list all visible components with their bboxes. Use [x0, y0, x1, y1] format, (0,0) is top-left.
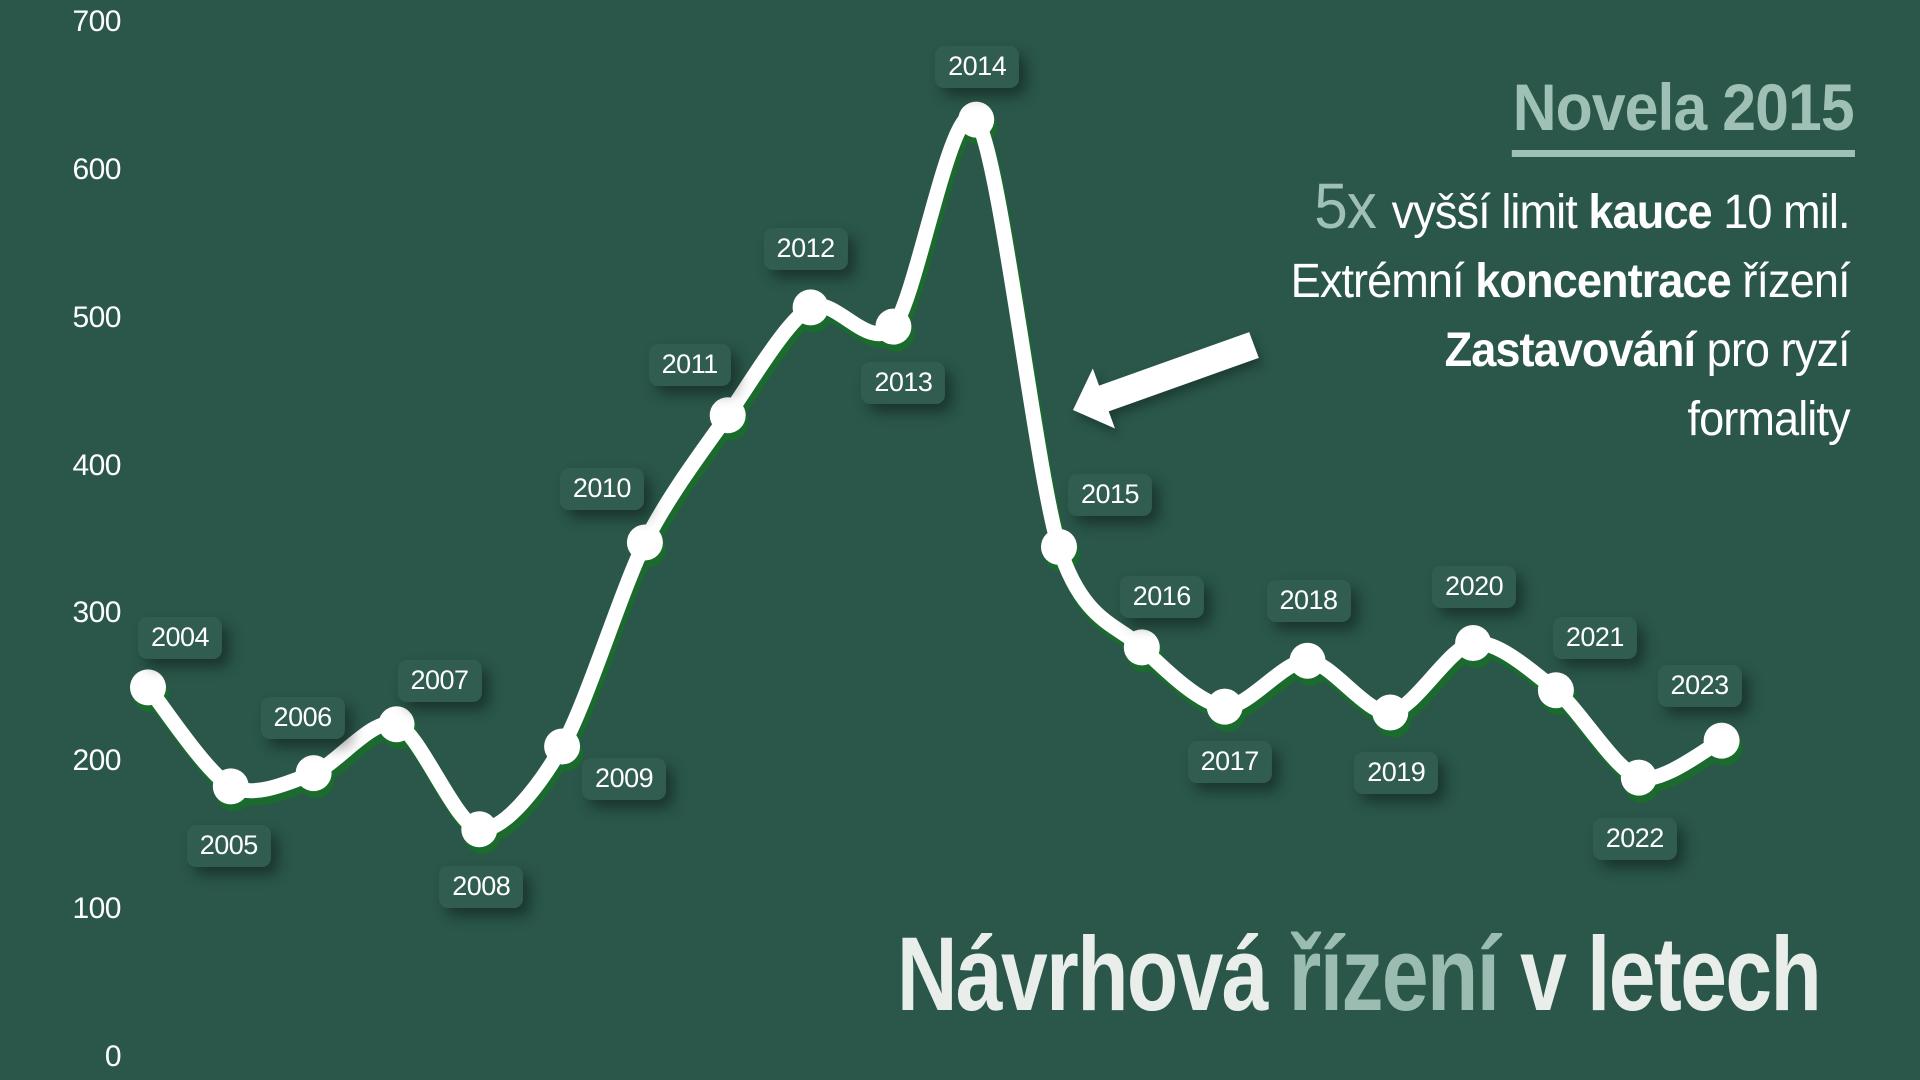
annotation-segment: koncentrace: [1475, 255, 1732, 308]
chart-title-segment: Návrhová: [896, 916, 1289, 1033]
point-label-2004: 2004: [137, 617, 223, 660]
data-point-2009: [544, 728, 581, 765]
data-point-2020: [1455, 625, 1492, 661]
data-point-2008: [461, 811, 498, 848]
point-label-2007: 2007: [397, 660, 482, 703]
y-tick-300: 300: [72, 596, 121, 630]
point-label-2021: 2021: [1552, 617, 1637, 660]
y-tick-100: 100: [72, 892, 121, 926]
point-label-2022: 2022: [1592, 817, 1677, 860]
data-point-2014: [958, 101, 995, 138]
annotation-segment: kauce: [1588, 186, 1713, 239]
point-label-2006: 2006: [260, 697, 345, 740]
data-point-2011: [709, 397, 746, 434]
point-label-2005: 2005: [186, 825, 271, 868]
data-point-2010: [626, 524, 663, 561]
point-label-2016: 2016: [1119, 576, 1204, 619]
point-label-2023: 2023: [1657, 664, 1742, 707]
y-tick-0: 0: [104, 1040, 122, 1073]
point-label-2011: 2011: [648, 344, 731, 387]
annotation-segment: pro ryzí: [1695, 324, 1851, 377]
annotation-segment: formality: [1687, 393, 1851, 446]
data-point-2006: [295, 755, 332, 792]
annotation-segment: Zastavování: [1445, 324, 1696, 377]
chart-title-segment: v letech: [1498, 916, 1822, 1033]
data-point-2019: [1372, 694, 1409, 731]
point-label-2018: 2018: [1266, 579, 1351, 622]
point-label-2012: 2012: [763, 228, 848, 271]
point-label-2015: 2015: [1067, 473, 1153, 516]
y-tick-600: 600: [72, 152, 121, 186]
annotation-segment: 10 mil.: [1712, 186, 1851, 239]
y-tick-500: 500: [72, 300, 121, 334]
annotation-segment: vyšší limit: [1392, 186, 1589, 239]
y-tick-200: 200: [72, 744, 121, 778]
data-point-2004: [130, 669, 166, 706]
point-label-2013: 2013: [861, 361, 946, 404]
annotation-line-3: Zastavování pro ryzí: [1291, 316, 1851, 385]
point-label-2017: 2017: [1187, 740, 1272, 783]
data-point-2005: [212, 768, 249, 805]
point-label-2008: 2008: [439, 866, 524, 909]
data-point-2021: [1537, 672, 1574, 709]
annotation-segment: řízení: [1731, 255, 1851, 308]
point-label-2010: 2010: [559, 467, 644, 510]
annotation-segment: Extrémní: [1291, 255, 1476, 308]
chart-title-segment: řízení: [1288, 916, 1499, 1033]
series-line-group: [130, 101, 1740, 848]
data-point-2007: [378, 706, 415, 743]
data-point-2012: [792, 289, 829, 326]
y-tick-700: 700: [72, 5, 121, 38]
annotation-segment: 5x: [1314, 170, 1393, 242]
data-point-2023: [1703, 722, 1740, 759]
point-label-2014: 2014: [935, 45, 1020, 88]
point-label-2009: 2009: [582, 757, 667, 800]
data-point-2022: [1620, 759, 1657, 796]
annotation-heading: Novela 2015: [1512, 74, 1855, 157]
point-label-2019: 2019: [1354, 751, 1439, 794]
arrow-left-icon: [1073, 332, 1259, 429]
data-point-2017: [1206, 688, 1243, 725]
chart-title: Návrhová řízení v letech: [897, 922, 1822, 1027]
annotation-text: 5x vyšší limit kauce 10 mil. Extrémní kon…: [1291, 170, 1851, 454]
y-tick-400: 400: [72, 448, 121, 482]
data-point-2013: [875, 308, 912, 345]
data-point-2016: [1123, 629, 1160, 666]
annotation-line-4: formality: [1291, 385, 1851, 454]
annotation-line-1: 5x vyšší limit kauce 10 mil.: [1291, 170, 1851, 247]
point-label-2020: 2020: [1432, 566, 1517, 608]
series-line: [140, 109, 1730, 837]
annotation-line-2: Extrémní koncentrace řízení: [1291, 247, 1851, 316]
data-point-2015: [1041, 528, 1077, 565]
data-point-2018: [1289, 642, 1326, 679]
